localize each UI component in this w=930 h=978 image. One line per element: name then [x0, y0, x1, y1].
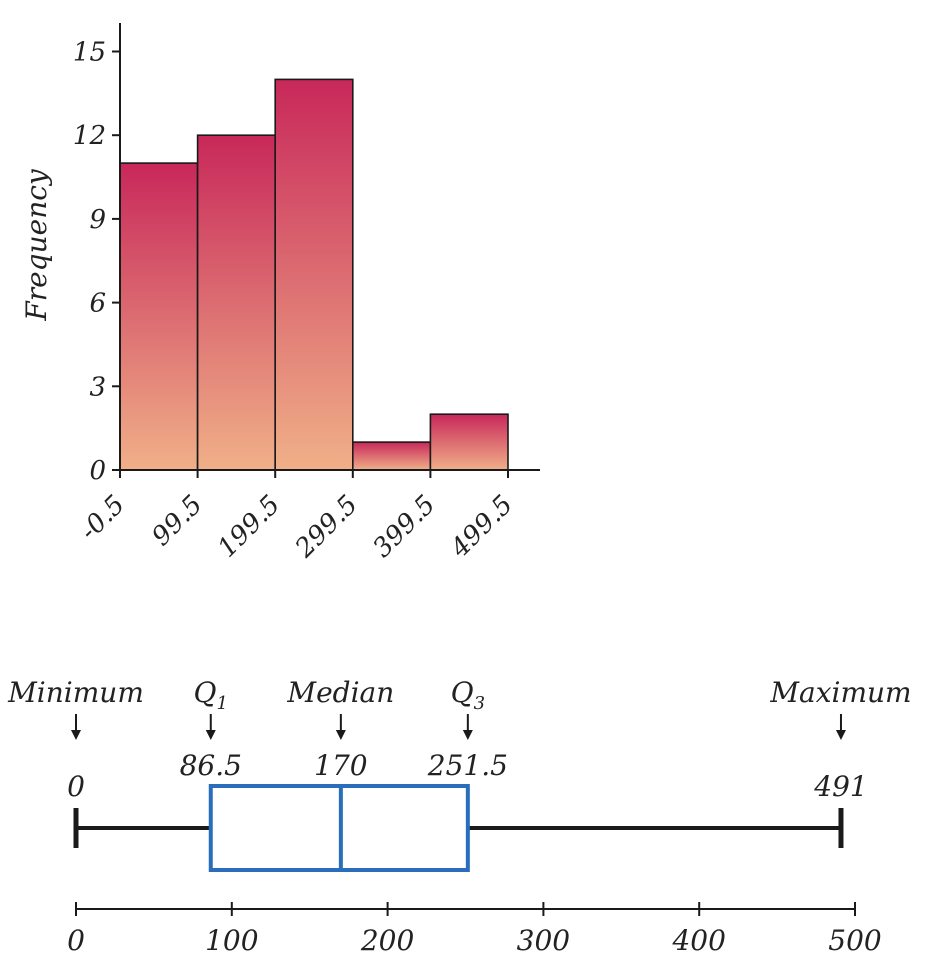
minimum-label: Minimum	[7, 676, 144, 709]
x-tick-label: 99.5	[146, 490, 208, 552]
minimum-arrow-head	[71, 730, 81, 740]
histogram-y-ticks: 0 3 6 9 12 15	[73, 38, 120, 486]
y-tick-label: 3	[89, 372, 106, 402]
histogram-bar	[274, 78, 354, 471]
minimum-value: 0	[67, 770, 85, 803]
x-tick-label: 199.5	[212, 490, 286, 564]
y-tick-label: 9	[89, 205, 106, 235]
maximum-label: Maximum	[769, 676, 911, 709]
maximum-value: 491	[813, 770, 867, 803]
q3-arrow-head	[462, 730, 473, 740]
scale-tick-label: 500	[828, 924, 881, 957]
scale-tick-label: 400	[671, 924, 725, 957]
median-value: 170	[314, 749, 367, 782]
histogram-bar	[429, 413, 509, 471]
boxplot-axis: 0 100 200 300 400 500	[67, 902, 882, 957]
q3-value: 251.5	[427, 749, 508, 782]
histogram-bar	[196, 134, 277, 471]
x-tick-label: -0.5	[74, 490, 131, 547]
y-tick-label: 15	[73, 38, 106, 68]
q1-value: 86.5	[180, 749, 242, 782]
histogram-axes	[119, 23, 540, 471]
median-arrow-head	[335, 730, 346, 740]
q1-arrow-head	[205, 730, 216, 740]
y-tick-label: 0	[89, 456, 106, 486]
histogram-bar	[119, 162, 199, 471]
y-axis-label: Frequency	[20, 168, 53, 322]
median-label: Median	[286, 676, 394, 709]
histogram-bars	[119, 78, 509, 471]
q1-label: Q1	[194, 676, 228, 714]
y-tick-label: 6	[89, 289, 106, 319]
boxplot-annotations: Minimum 0 Q1 86.5 Median 170 Q3 251.5 Maximum 491	[7, 676, 911, 803]
boxplot: Minimum 0 Q1 86.5 Median 170 Q3 251.5 Maximum 491…	[7, 676, 911, 957]
histogram: 0 3 6 9 12 15 -0.5 99.5 199.5 299.5 399.5 499.5 Fr…	[20, 23, 540, 564]
histogram-x-ticks: -0.5 99.5 199.5 299.5 399.5 499.5	[74, 470, 519, 564]
x-tick-label: 499.5	[444, 490, 519, 565]
x-tick-label: 299.5	[289, 490, 364, 565]
q3-label: Q3	[451, 676, 485, 714]
scale-tick-label: 300	[517, 924, 570, 957]
y-tick-label: 12	[73, 121, 106, 151]
maximum-arrow-head	[835, 730, 846, 740]
boxplot-shapes	[73, 784, 844, 872]
scale-tick-label: 100	[205, 924, 258, 957]
x-tick-label: 399.5	[368, 490, 442, 564]
scale-tick-label: 200	[360, 924, 414, 957]
histogram-bar	[351, 441, 432, 471]
scale-tick-label: 0	[67, 924, 85, 957]
